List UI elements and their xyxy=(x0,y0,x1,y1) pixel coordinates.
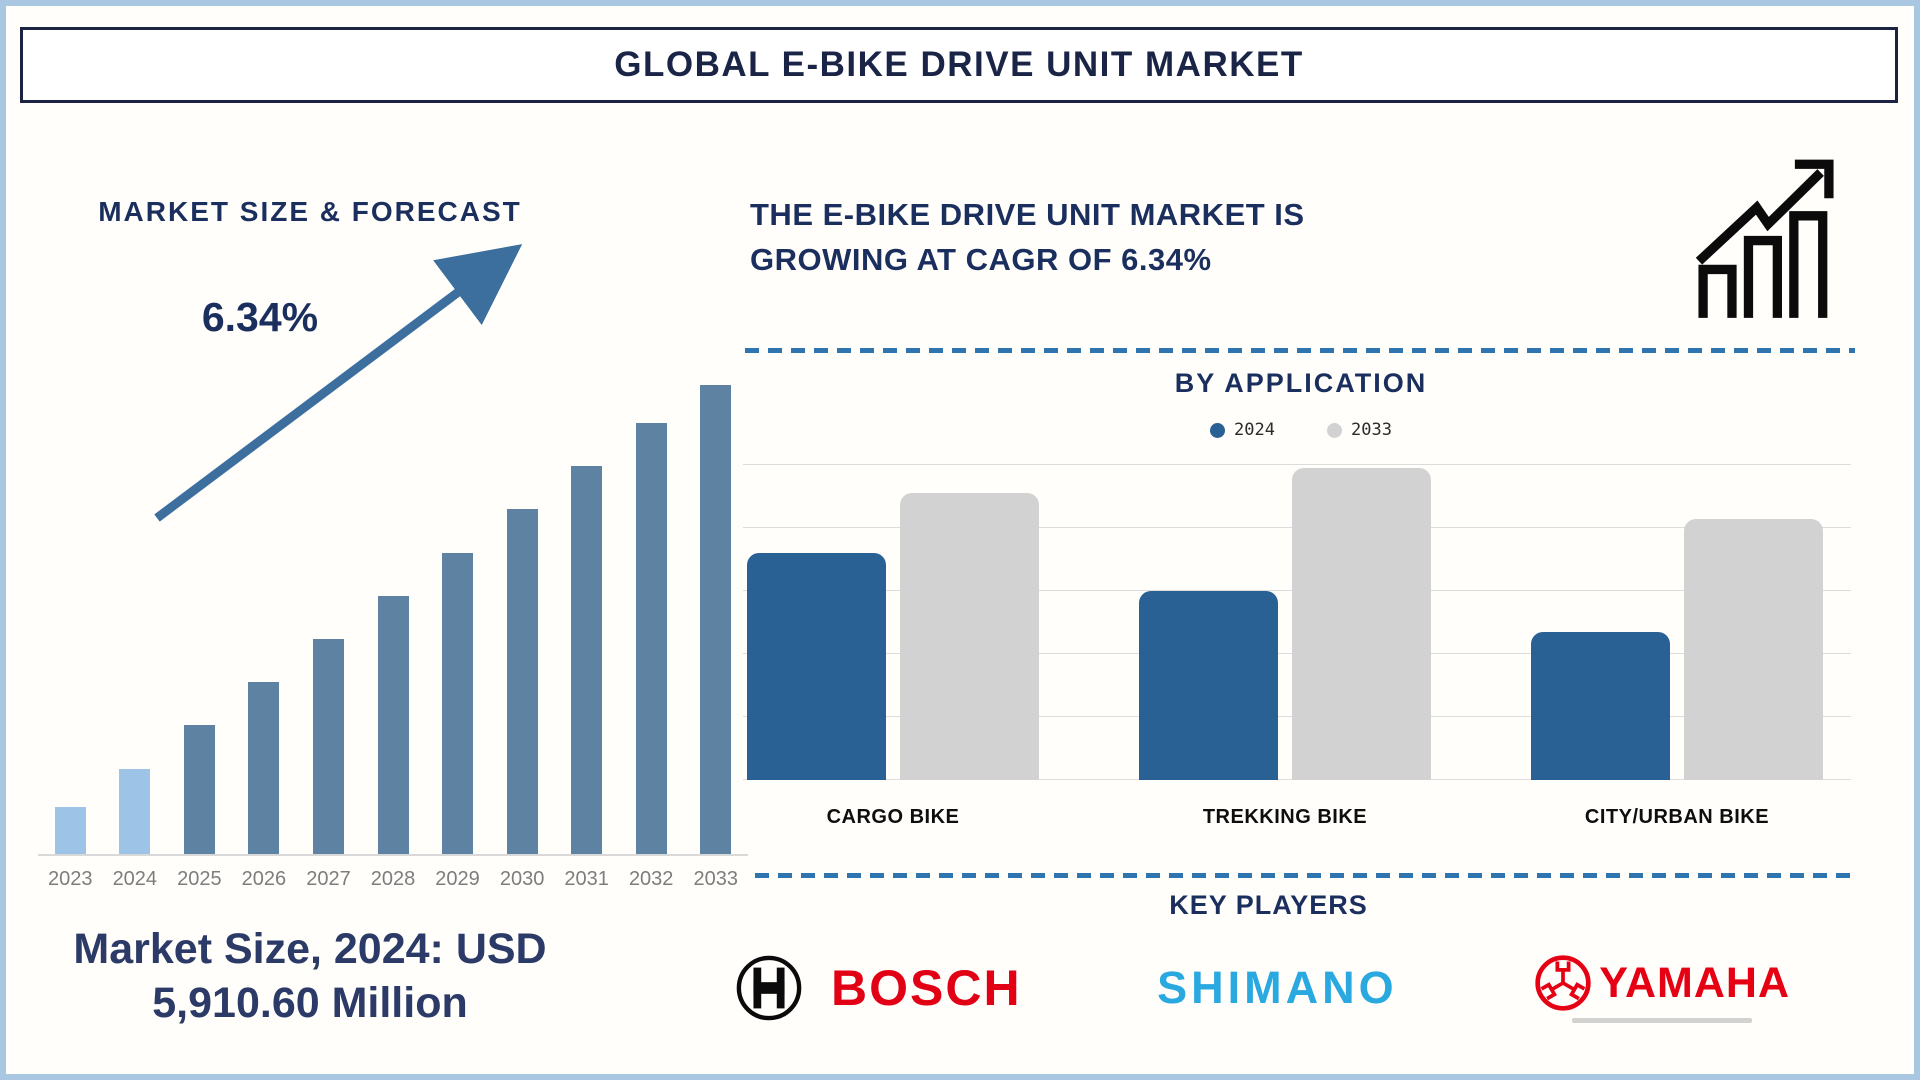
bosch-emblem-icon xyxy=(736,955,802,1021)
forecast-bar-2033 xyxy=(683,365,748,855)
left-chart-axis-line xyxy=(38,854,748,856)
forecast-bar-2026 xyxy=(232,365,297,855)
page-title: GLOBAL E-BIKE DRIVE UNIT MARKET xyxy=(614,45,1304,84)
bar-2029 xyxy=(442,553,474,855)
shimano-logo: SHIMANO xyxy=(1157,962,1398,1014)
title-bar: GLOBAL E-BIKE DRIVE UNIT MARKET xyxy=(20,27,1898,103)
application-chart-legend: 2024 2033 xyxy=(747,420,1855,440)
application-grouped-bar-chart: CARGO BIKE TREKKING BIKE CITY/URBAN BIKE xyxy=(743,464,1851,829)
growth-trend-arrow-icon xyxy=(154,244,523,522)
bar-2025 xyxy=(183,725,215,855)
year-label-2023: 2023 xyxy=(48,868,93,890)
market-size-line2: 5,910.60 Million xyxy=(152,979,468,1027)
market-forecast-bar-chart xyxy=(38,365,748,855)
category-label-1: TREKKING BIKE xyxy=(1202,806,1368,828)
shimano-wordmark: SHIMANO xyxy=(1157,962,1398,1013)
bar-2024 xyxy=(119,769,151,855)
market-size-callout: Market Size, 2024: USD 5,910.60 Million xyxy=(25,922,595,1030)
application-group-1: TREKKING BIKE xyxy=(1139,464,1431,829)
yamaha-emblem-icon xyxy=(1535,955,1591,1011)
legend-dot-2024 xyxy=(1210,422,1226,438)
forecast-bar-2032 xyxy=(619,365,684,855)
cagr-statement-line1: THE E-BIKE DRIVE UNIT MARKET IS xyxy=(750,197,1305,232)
yamaha-tagline-remnant xyxy=(1571,1018,1752,1023)
cagr-statement: THE E-BIKE DRIVE UNIT MARKET IS GROWING … xyxy=(750,192,1430,282)
key-players-title: KEY PLAYERS xyxy=(1169,890,1368,920)
forecast-bar-2031 xyxy=(554,365,619,855)
application-group-0: CARGO BIKE xyxy=(747,464,1039,829)
bar-cargo-bike-2024 xyxy=(747,553,886,780)
bar-2030 xyxy=(506,509,538,855)
growth-chart-icon xyxy=(1695,159,1834,318)
year-label-2024: 2024 xyxy=(112,868,158,890)
application-chart-groups: CARGO BIKE TREKKING BIKE CITY/URBAN BIKE xyxy=(747,464,1823,829)
application-group-2: CITY/URBAN BIKE xyxy=(1531,464,1823,829)
category-label-2: CITY/URBAN BIKE xyxy=(1584,806,1770,828)
forecast-bar-2025 xyxy=(167,365,232,855)
application-bars-2 xyxy=(1531,464,1823,780)
year-label-2029: 2029 xyxy=(435,868,480,890)
forecast-bar-2028 xyxy=(361,365,426,855)
bar-2023 xyxy=(54,807,86,855)
bosch-logo: BOSCH xyxy=(735,954,1022,1022)
bosch-wordmark: BOSCH xyxy=(831,960,1022,1016)
legend-label-2024: 2024 xyxy=(1234,420,1275,440)
forecast-bar-2029 xyxy=(425,365,490,855)
left-chart-year-labels: 2023 2024 2025 2026 2027 2028 2029 2030 2031 2032… xyxy=(38,868,748,891)
year-label-2026: 2026 xyxy=(241,868,287,890)
dashed-separator-bottom xyxy=(755,873,1855,878)
bar-trekking-bike-2033 xyxy=(1292,468,1431,780)
bar-cargo-bike-2033 xyxy=(900,493,1039,780)
market-size-line1: Market Size, 2024: USD xyxy=(73,925,547,973)
yamaha-logo: YAMAHA xyxy=(1533,953,1790,1023)
bar-2032 xyxy=(635,423,667,855)
application-bars-1 xyxy=(1139,464,1431,780)
key-players-logos: BOSCH SHIMANO xyxy=(735,933,1790,1043)
application-bars-0 xyxy=(747,464,1039,780)
bar-city-urban-bike-2024 xyxy=(1531,632,1670,780)
bar-2026 xyxy=(248,682,280,855)
yamaha-wordmark: YAMAHA xyxy=(1599,958,1790,1007)
bar-2028 xyxy=(377,596,409,855)
forecast-bar-2023 xyxy=(38,365,103,855)
left-chart-title: MARKET SIZE & FORECAST xyxy=(98,196,522,227)
bar-2027 xyxy=(312,639,344,855)
year-label-2030: 2030 xyxy=(499,868,545,890)
by-application-title: BY APPLICATION xyxy=(1174,368,1428,398)
forecast-bar-2024 xyxy=(103,365,168,855)
bar-trekking-bike-2024 xyxy=(1139,591,1278,780)
year-label-2032: 2032 xyxy=(628,868,674,890)
cagr-value-label: 6.34% xyxy=(201,294,319,340)
bar-2031 xyxy=(571,466,603,855)
forecast-bar-2030 xyxy=(490,365,555,855)
year-label-2033: 2033 xyxy=(693,868,738,890)
forecast-bar-2027 xyxy=(296,365,361,855)
year-label-2031: 2031 xyxy=(564,868,609,890)
bar-city-urban-bike-2033 xyxy=(1684,519,1823,780)
legend-item-2024: 2024 xyxy=(1210,420,1275,440)
year-label-2028: 2028 xyxy=(370,868,416,890)
cagr-statement-line2: GROWING AT CAGR OF 6.34% xyxy=(750,242,1212,277)
year-label-2025: 2025 xyxy=(177,868,222,890)
legend-dot-2033 xyxy=(1327,422,1342,438)
dashed-separator-top xyxy=(745,348,1855,353)
legend-label-2033: 2033 xyxy=(1351,420,1392,440)
year-label-2027: 2027 xyxy=(306,868,351,890)
bar-2033 xyxy=(700,385,732,855)
legend-item-2033: 2033 xyxy=(1327,420,1392,440)
category-label-0: CARGO BIKE xyxy=(826,806,960,828)
